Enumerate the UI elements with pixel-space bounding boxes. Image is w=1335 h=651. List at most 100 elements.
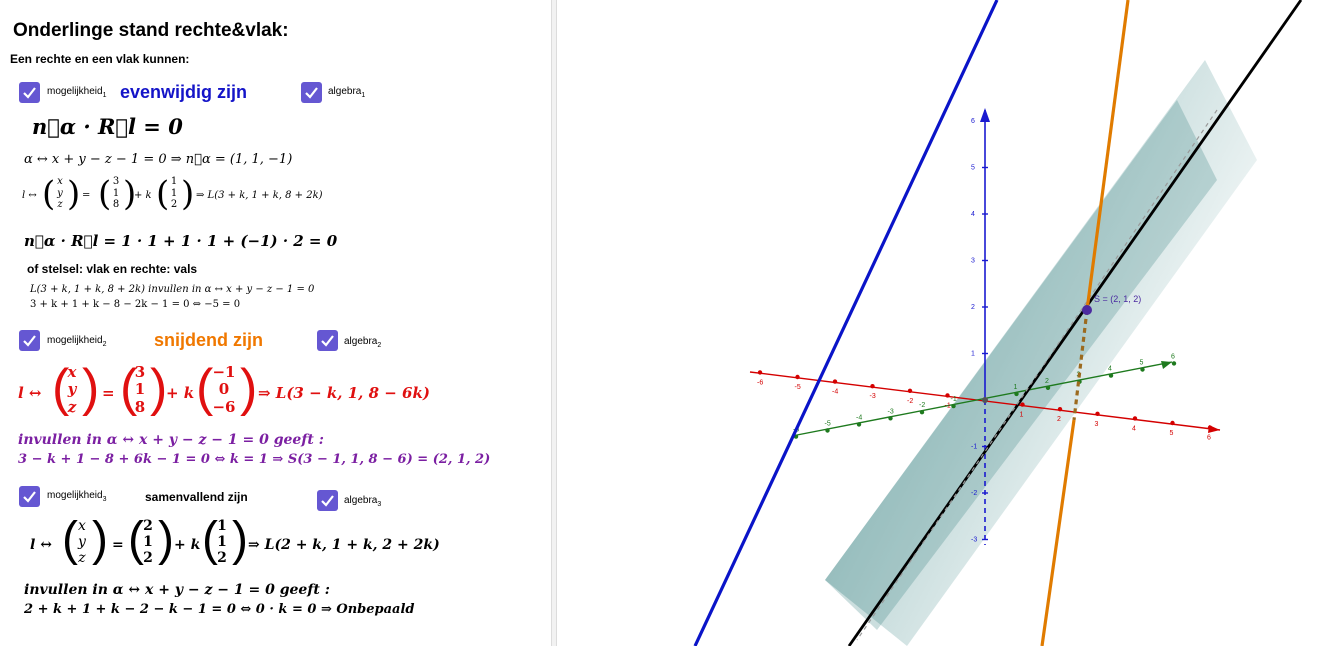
y-tick-label: 2 (1045, 378, 1049, 385)
mogelijkheid-3-label: mogelijkheid3 (47, 490, 107, 503)
scene-svg[interactable]: -6 -5 -4 -3 -2 -1 1 2 3 4 5 6 -6 -5 -4 -3 -2 -1 1 2 3 4 5 6 6 5… (557, 0, 1335, 647)
x-tick-label: -6 (757, 379, 763, 386)
mogelijkheid-2-label: mogelijkheid2 (47, 335, 107, 348)
z-tick-label: -3 (971, 537, 977, 544)
vector-direction: −1 0 −6 (212, 363, 236, 416)
x-tick-label: 5 (1170, 430, 1174, 437)
y-tick-label: 5 (1140, 360, 1144, 367)
check-icon (23, 87, 36, 99)
mogelijkheid-1-checkbox[interactable] (19, 82, 40, 103)
x-tick-mark (1095, 411, 1100, 416)
y-tick-label: -3 (888, 408, 894, 415)
x-tick-label: -2 (907, 398, 913, 405)
line-suffix: ⇒ L(3 − k, 1, 8 − 6k) (258, 384, 430, 402)
algebra-3-checkbox[interactable] (317, 490, 338, 511)
y-tick-mark (1140, 367, 1145, 372)
line-suffix: ⇒ L(2 + k, 1 + k, 2 + 2k) (248, 537, 440, 553)
line-intersecting-lower[interactable] (1040, 419, 1076, 647)
y-tick-mark (1014, 391, 1019, 397)
algebra-panel: Onderlinge stand rechte&vlak: Een rechte… (0, 0, 551, 646)
intersection-point-label: S = (2, 1, 2) (1094, 294, 1141, 304)
intersection-point[interactable] (1082, 305, 1092, 315)
z-axis-ticks: 6 5 4 3 2 1 -1 -2 -3 (971, 118, 988, 544)
line-prefix: l ↔ (30, 537, 52, 553)
x-tick-mark (1057, 407, 1063, 412)
x-tick-mark (1207, 425, 1213, 430)
line-intersecting[interactable] (1085, 0, 1130, 311)
x-axis-ticks: -6 -5 -4 -3 -2 -1 1 2 3 4 5 6 (757, 370, 1213, 442)
line-parallel[interactable] (693, 0, 999, 647)
fill-in-line-1: invullen in α ↔ x + y − z − 1 = 0 geeft … (18, 432, 324, 448)
z-tick-label: 3 (971, 258, 975, 265)
dot-product: n⃗α · R⃗l = 1 · 1 + 1 · 1 + (−1) · 2 = 0 (24, 232, 338, 250)
heading-snijdend: snijdend zijn (154, 330, 264, 350)
x-tick-mark (870, 384, 875, 389)
check-icon (305, 87, 318, 99)
panel-splitter[interactable] (551, 0, 557, 646)
y-tick-mark (1045, 385, 1051, 390)
y-tick-mark (951, 403, 956, 409)
fill-in-line-2: 3 − k + 1 − 8 + 6k − 1 = 0 ⇔ k = 1 ⇒ S(3… (18, 452, 491, 467)
line-coincident-dash (856, 109, 1218, 641)
x-tick-mark (832, 379, 838, 384)
line-prefix: l ↔ (18, 384, 42, 402)
x-tick-label: 4 (1132, 425, 1136, 432)
y-tick-mark (1108, 373, 1114, 378)
x-tick-mark (945, 393, 950, 398)
y-tick-label: -1 (951, 396, 957, 403)
mogelijkheid-3-checkbox[interactable] (19, 486, 40, 507)
plane-equation: α ↔ x + y − z − 1 = 0 ⇒ n⃗α = (1, 1, −1) (24, 152, 293, 167)
algebra-2-checkbox[interactable] (317, 330, 338, 351)
x-tick-label: -5 (795, 384, 801, 391)
x-tick-label: 3 (1095, 421, 1099, 428)
check-icon (23, 335, 36, 347)
y-tick-label: 1 (1014, 384, 1018, 391)
z-tick-label: 2 (971, 304, 975, 311)
y-tick-label: 4 (1108, 366, 1112, 373)
stelsel-heading: of stelsel: vlak en rechte: vals (27, 262, 198, 276)
algebra-1-checkbox[interactable] (301, 82, 322, 103)
heading-samenvallend: samenvallend zijn (145, 490, 248, 504)
mogelijkheid-1-label: mogelijkheid1 (47, 86, 107, 99)
y-tick-label: -2 (919, 402, 925, 409)
plane-alpha-shade (825, 100, 1217, 630)
y-tick-label: -5 (825, 421, 831, 428)
plane-alpha[interactable] (825, 60, 1257, 646)
y-tick-mark (888, 416, 893, 421)
fill-in-line-3a: invullen in α ↔ x + y − z − 1 = 0 geeft … (24, 582, 330, 598)
x-tick-mark (795, 374, 800, 380)
y-tick-label: 6 (1171, 353, 1175, 360)
check-icon (23, 491, 36, 503)
z-tick-label: 6 (971, 118, 975, 125)
x-tick-mark (1170, 420, 1175, 426)
graphics-3d-view[interactable]: -6 -5 -4 -3 -2 -1 1 2 3 4 5 6 -6 -5 -4 -3 -2 -1 1 2 3 4 5 6 6 5… (557, 0, 1335, 647)
y-tick-mark (1171, 361, 1177, 366)
algebra-3-label: algebra3 (344, 495, 382, 508)
x-tick-mark (1132, 416, 1138, 421)
mogelijkheid-2-checkbox[interactable] (19, 330, 40, 351)
x-tick-mark (1020, 402, 1025, 407)
check-icon (321, 495, 334, 507)
heading-evenwijdig: evenwijdig zijn (120, 82, 248, 102)
line-coincident[interactable] (847, 0, 1303, 647)
line-suffix: ⇒ L(3 + k, 1 + k, 8 + 2k) (196, 190, 323, 201)
x-tick-label: -4 (832, 389, 838, 396)
subtitle: Een rechte en een vlak kunnen: (10, 52, 190, 66)
y-tick-mark (856, 422, 862, 427)
y-tick-mark (825, 428, 830, 433)
y-tick-mark (919, 410, 925, 415)
line-intersecting-hidden (1072, 309, 1089, 421)
algebra-2-label: algebra2 (344, 336, 382, 349)
stelsel-line-1: L(3 + k, 1 + k, 8 + 2k) invullen in α ↔ … (30, 284, 315, 295)
x-tick-label: 2 (1057, 416, 1061, 423)
